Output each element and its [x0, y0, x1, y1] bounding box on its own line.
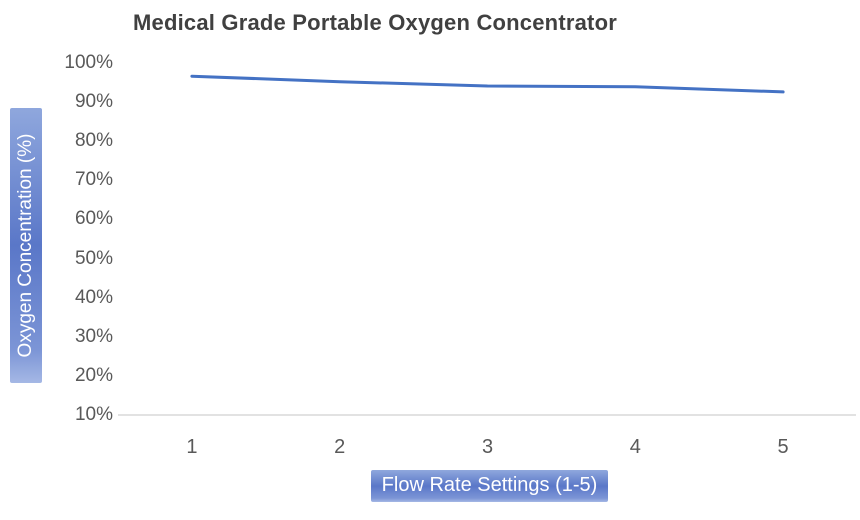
- x-tick-label: 3: [481, 436, 494, 458]
- y-tick-label: 100%: [64, 51, 113, 73]
- y-tick-label: 30%: [74, 325, 113, 347]
- y-tick-label: 40%: [74, 286, 113, 308]
- y-tick-label: 80%: [74, 129, 113, 151]
- y-tick-label: 10%: [74, 404, 113, 426]
- x-tick-label: 1: [186, 436, 198, 458]
- x-axis-title: Flow Rate Settings (1-5): [371, 470, 608, 502]
- x-tick-label: 4: [629, 436, 641, 458]
- y-tick-label: 20%: [74, 365, 113, 387]
- chart-title: Medical Grade Portable Oxygen Concentrat…: [133, 10, 617, 35]
- oxygen-concentration-line: [190, 74, 785, 94]
- y-tick-label: 60%: [74, 208, 113, 230]
- y-tick-label: 50%: [74, 247, 113, 269]
- y-tick-label: 90%: [74, 90, 113, 112]
- y-tick-label: 70%: [74, 169, 113, 191]
- x-tick-label: 5: [777, 436, 789, 458]
- x-tick-label: 2: [334, 436, 346, 458]
